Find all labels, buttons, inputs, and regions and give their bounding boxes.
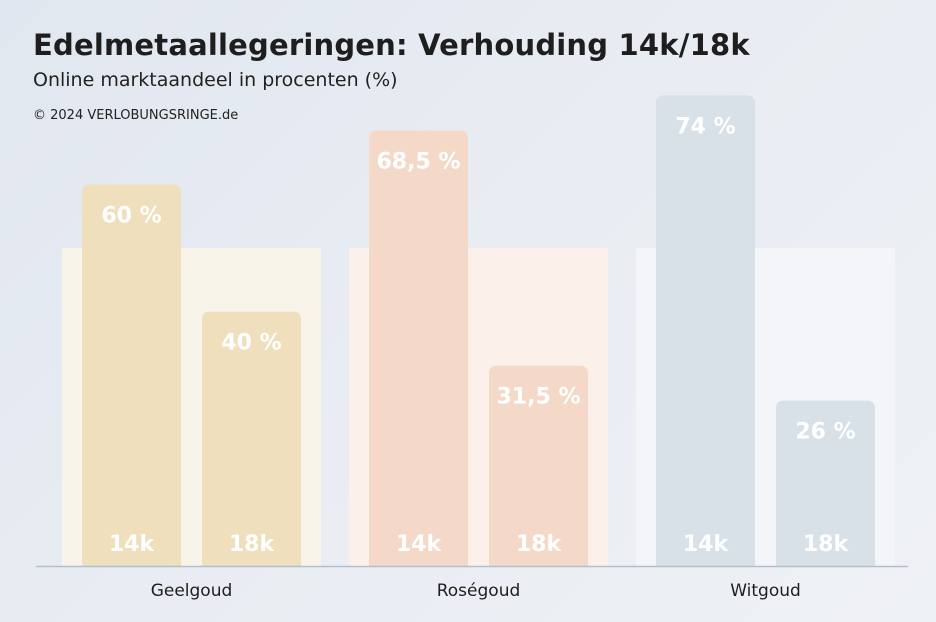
series-label: 14k bbox=[109, 532, 156, 557]
series-label: 14k bbox=[683, 532, 730, 557]
data-label: 60 % bbox=[101, 203, 161, 228]
series-label: 18k bbox=[516, 532, 563, 557]
bar-14k bbox=[656, 95, 755, 567]
bar-18k bbox=[202, 311, 301, 566]
series-label: 18k bbox=[229, 532, 276, 557]
category-label: Roségoud bbox=[437, 581, 521, 601]
bar-14k bbox=[82, 184, 181, 566]
category-label: Geelgoud bbox=[151, 581, 233, 601]
data-label: 74 % bbox=[675, 114, 735, 139]
bar-14k bbox=[369, 130, 468, 566]
data-label: 26 % bbox=[795, 420, 855, 445]
data-label: 31,5 % bbox=[497, 385, 581, 410]
data-label: 68,5 % bbox=[377, 149, 461, 174]
chart-subtitle: Online marktaandeel in procenten (%) bbox=[33, 69, 398, 91]
data-label: 40 % bbox=[221, 331, 281, 356]
bar-18k bbox=[776, 400, 875, 566]
category-label: Witgoud bbox=[730, 581, 801, 601]
bar-18k bbox=[489, 365, 588, 566]
chart-credit: © 2024 VERLOBUNGSRINGE.de bbox=[33, 108, 239, 123]
chart-title: Edelmetaallegeringen: Verhouding 14k/18k bbox=[33, 28, 750, 62]
series-label: 14k bbox=[396, 532, 443, 557]
series-label: 18k bbox=[803, 532, 850, 557]
